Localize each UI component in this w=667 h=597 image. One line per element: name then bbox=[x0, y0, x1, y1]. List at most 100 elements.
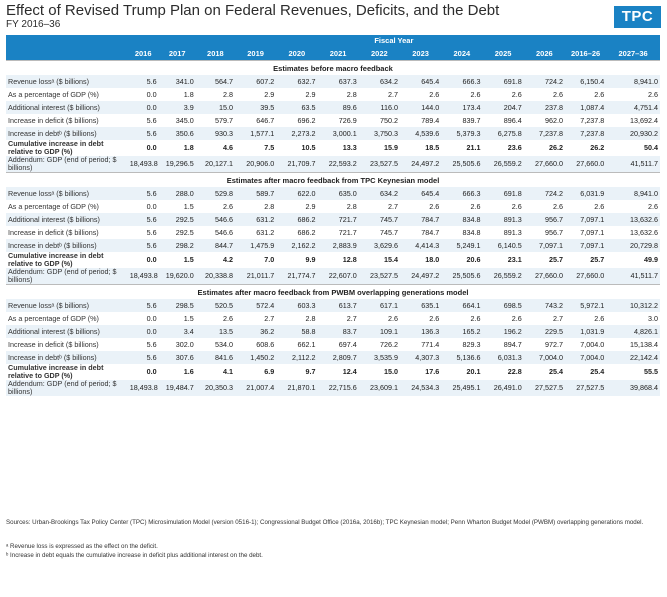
table-cell: 24,497.2 bbox=[399, 268, 442, 285]
table-cell: 7.5 bbox=[264, 143, 275, 152]
table-cell: 3,000.1 bbox=[317, 127, 359, 140]
table-cell: 23,527.5 bbox=[358, 268, 400, 285]
table-cell: 15,138.4 bbox=[630, 339, 658, 349]
table-cell: 7,097.1 bbox=[564, 239, 607, 252]
table-cell: 3,535.9 bbox=[358, 351, 400, 364]
table-cell: 1.5 bbox=[183, 255, 194, 264]
table-cell: 956.7 bbox=[523, 213, 565, 226]
table-cell: 21.1 bbox=[466, 143, 481, 152]
table-cell: 697.4 bbox=[338, 339, 357, 349]
table-cell: 534.0 bbox=[214, 339, 233, 349]
table-cell: 116.0 bbox=[358, 101, 400, 114]
table-cell: 24,534.3 bbox=[399, 380, 442, 396]
table-cell: 743.2 bbox=[523, 299, 565, 312]
table-row: Increase in debtᵇ ($ billions) 5.6 350.6 93… bbox=[6, 127, 660, 140]
table-row: Revenue lossᵃ ($ billions) 5.6 341.0 564.7 6… bbox=[6, 75, 660, 88]
year-header-cell: 2026 bbox=[523, 46, 565, 61]
footnote-a: ᵃ Revenue loss is expressed as the effec… bbox=[6, 543, 158, 550]
table-cell: 745.7 bbox=[379, 227, 398, 237]
table-cell: 6,031.9 bbox=[564, 187, 607, 200]
table-cell: 4.6 bbox=[222, 143, 233, 152]
table-cell: 4,751.4 bbox=[606, 101, 660, 114]
table-cell: 25.4 bbox=[548, 367, 563, 376]
table-cell: 962.0 bbox=[544, 115, 563, 125]
table-cell: 5,136.6 bbox=[441, 351, 483, 364]
table-cell: 5.6 bbox=[127, 351, 159, 364]
table-cell: 6.9 bbox=[264, 367, 275, 376]
table-cell: 698.5 bbox=[482, 299, 524, 312]
table-cell: 20,729.8 bbox=[606, 239, 660, 252]
table-cell: 2,112.2 bbox=[276, 351, 318, 364]
fiscal-year-header: Fiscal Year bbox=[127, 35, 660, 46]
table-cell: 666.3 bbox=[441, 187, 483, 200]
table-cell: 632.7 bbox=[276, 75, 318, 88]
table-cell: 8,941.0 bbox=[606, 75, 660, 88]
table-cell: 724.2 bbox=[523, 75, 565, 88]
table-cell: 229.5 bbox=[523, 325, 565, 338]
table-cell: 839.7 bbox=[462, 115, 481, 125]
table-cell: 298.5 bbox=[158, 299, 196, 312]
table-cell: 745.7 bbox=[358, 213, 400, 226]
table-cell: 19,296.5 bbox=[158, 156, 196, 173]
section-header-row: Estimates after macro feedback from PWBM… bbox=[6, 284, 660, 299]
table-cell: 55.5 bbox=[644, 367, 658, 376]
table-cell: 622.0 bbox=[276, 187, 318, 200]
table-body: Estimates before macro feedback Revenue l… bbox=[6, 60, 660, 396]
table-cell: 1.8 bbox=[183, 143, 194, 152]
table-cell: 2,809.7 bbox=[317, 351, 359, 364]
table-cell: 22,142.4 bbox=[606, 351, 660, 364]
table-cell: 4.1 bbox=[222, 367, 233, 376]
table-cell: 26.2 bbox=[590, 143, 605, 152]
row-label: Revenue lossᵃ ($ billions) bbox=[6, 187, 128, 200]
row-label: As a percentage of GDP (%) bbox=[8, 89, 99, 99]
table-cell: 21,007.4 bbox=[234, 380, 277, 396]
table-row: Additional interest ($ billions) 5.6 292.5… bbox=[6, 213, 660, 226]
table-cell: 26,559.2 bbox=[482, 156, 524, 173]
table-cell: 721.7 bbox=[338, 227, 357, 237]
table-cell: 726.9 bbox=[338, 115, 357, 125]
row-label: Additional interest ($ billions) bbox=[6, 213, 128, 226]
table-cell: 5.6 bbox=[127, 187, 159, 200]
table-cell: 7,097.1 bbox=[523, 239, 565, 252]
table-cell: 1,577.1 bbox=[234, 127, 277, 140]
table-cell: 41,511.7 bbox=[606, 268, 660, 285]
table-cell: 21,011.7 bbox=[234, 268, 277, 285]
row-label: Cumulative increase in debt relative to … bbox=[8, 364, 104, 380]
table-cell: 2.8 bbox=[346, 201, 357, 211]
table-cell: 22,593.2 bbox=[317, 156, 359, 173]
table-cell: 2.6 bbox=[511, 89, 522, 99]
table-cell: 664.1 bbox=[441, 299, 483, 312]
table-cell: 19,620.0 bbox=[158, 268, 196, 285]
table-cell: 572.4 bbox=[234, 299, 277, 312]
table-cell: 686.2 bbox=[276, 213, 318, 226]
table-cell: 27,527.5 bbox=[523, 380, 565, 396]
table-cell: 49.9 bbox=[644, 255, 658, 264]
table-cell: 15.9 bbox=[383, 143, 398, 152]
table-cell: 83.7 bbox=[317, 325, 359, 338]
table-cell: 20,338.8 bbox=[195, 268, 235, 285]
table-cell: 26,559.2 bbox=[482, 268, 524, 285]
table-cell: 20,906.0 bbox=[234, 156, 277, 173]
table-cell: 7,237.8 bbox=[564, 127, 607, 140]
table-cell: 25.7 bbox=[590, 255, 605, 264]
table-cell: 956.7 bbox=[544, 227, 563, 237]
row-label: Additional interest ($ billions) bbox=[6, 325, 128, 338]
table-cell: 21,870.1 bbox=[276, 380, 318, 396]
table-cell: 350.6 bbox=[158, 127, 196, 140]
table-cell: 13,632.6 bbox=[630, 227, 658, 237]
table-cell: 3.4 bbox=[158, 325, 196, 338]
table-cell: 666.3 bbox=[441, 75, 483, 88]
table-cell: 0.0 bbox=[146, 255, 157, 264]
table-cell: 27,660.0 bbox=[523, 268, 565, 285]
table-cell: 2.6 bbox=[594, 201, 605, 211]
table-cell: 7,097.1 bbox=[564, 213, 607, 226]
table-cell: 39.5 bbox=[234, 101, 277, 114]
table-cell: 1.5 bbox=[183, 313, 194, 323]
table-cell: 18,493.8 bbox=[127, 268, 159, 285]
table-cell: 589.7 bbox=[234, 187, 277, 200]
row-label: Revenue lossᵃ ($ billions) bbox=[6, 75, 128, 88]
table-cell: 18.0 bbox=[425, 255, 440, 264]
table-row: Cumulative increase in debt relative to … bbox=[6, 140, 660, 156]
page-subtitle: FY 2016–36 bbox=[6, 19, 61, 30]
table-cell: 2.7 bbox=[387, 89, 398, 99]
